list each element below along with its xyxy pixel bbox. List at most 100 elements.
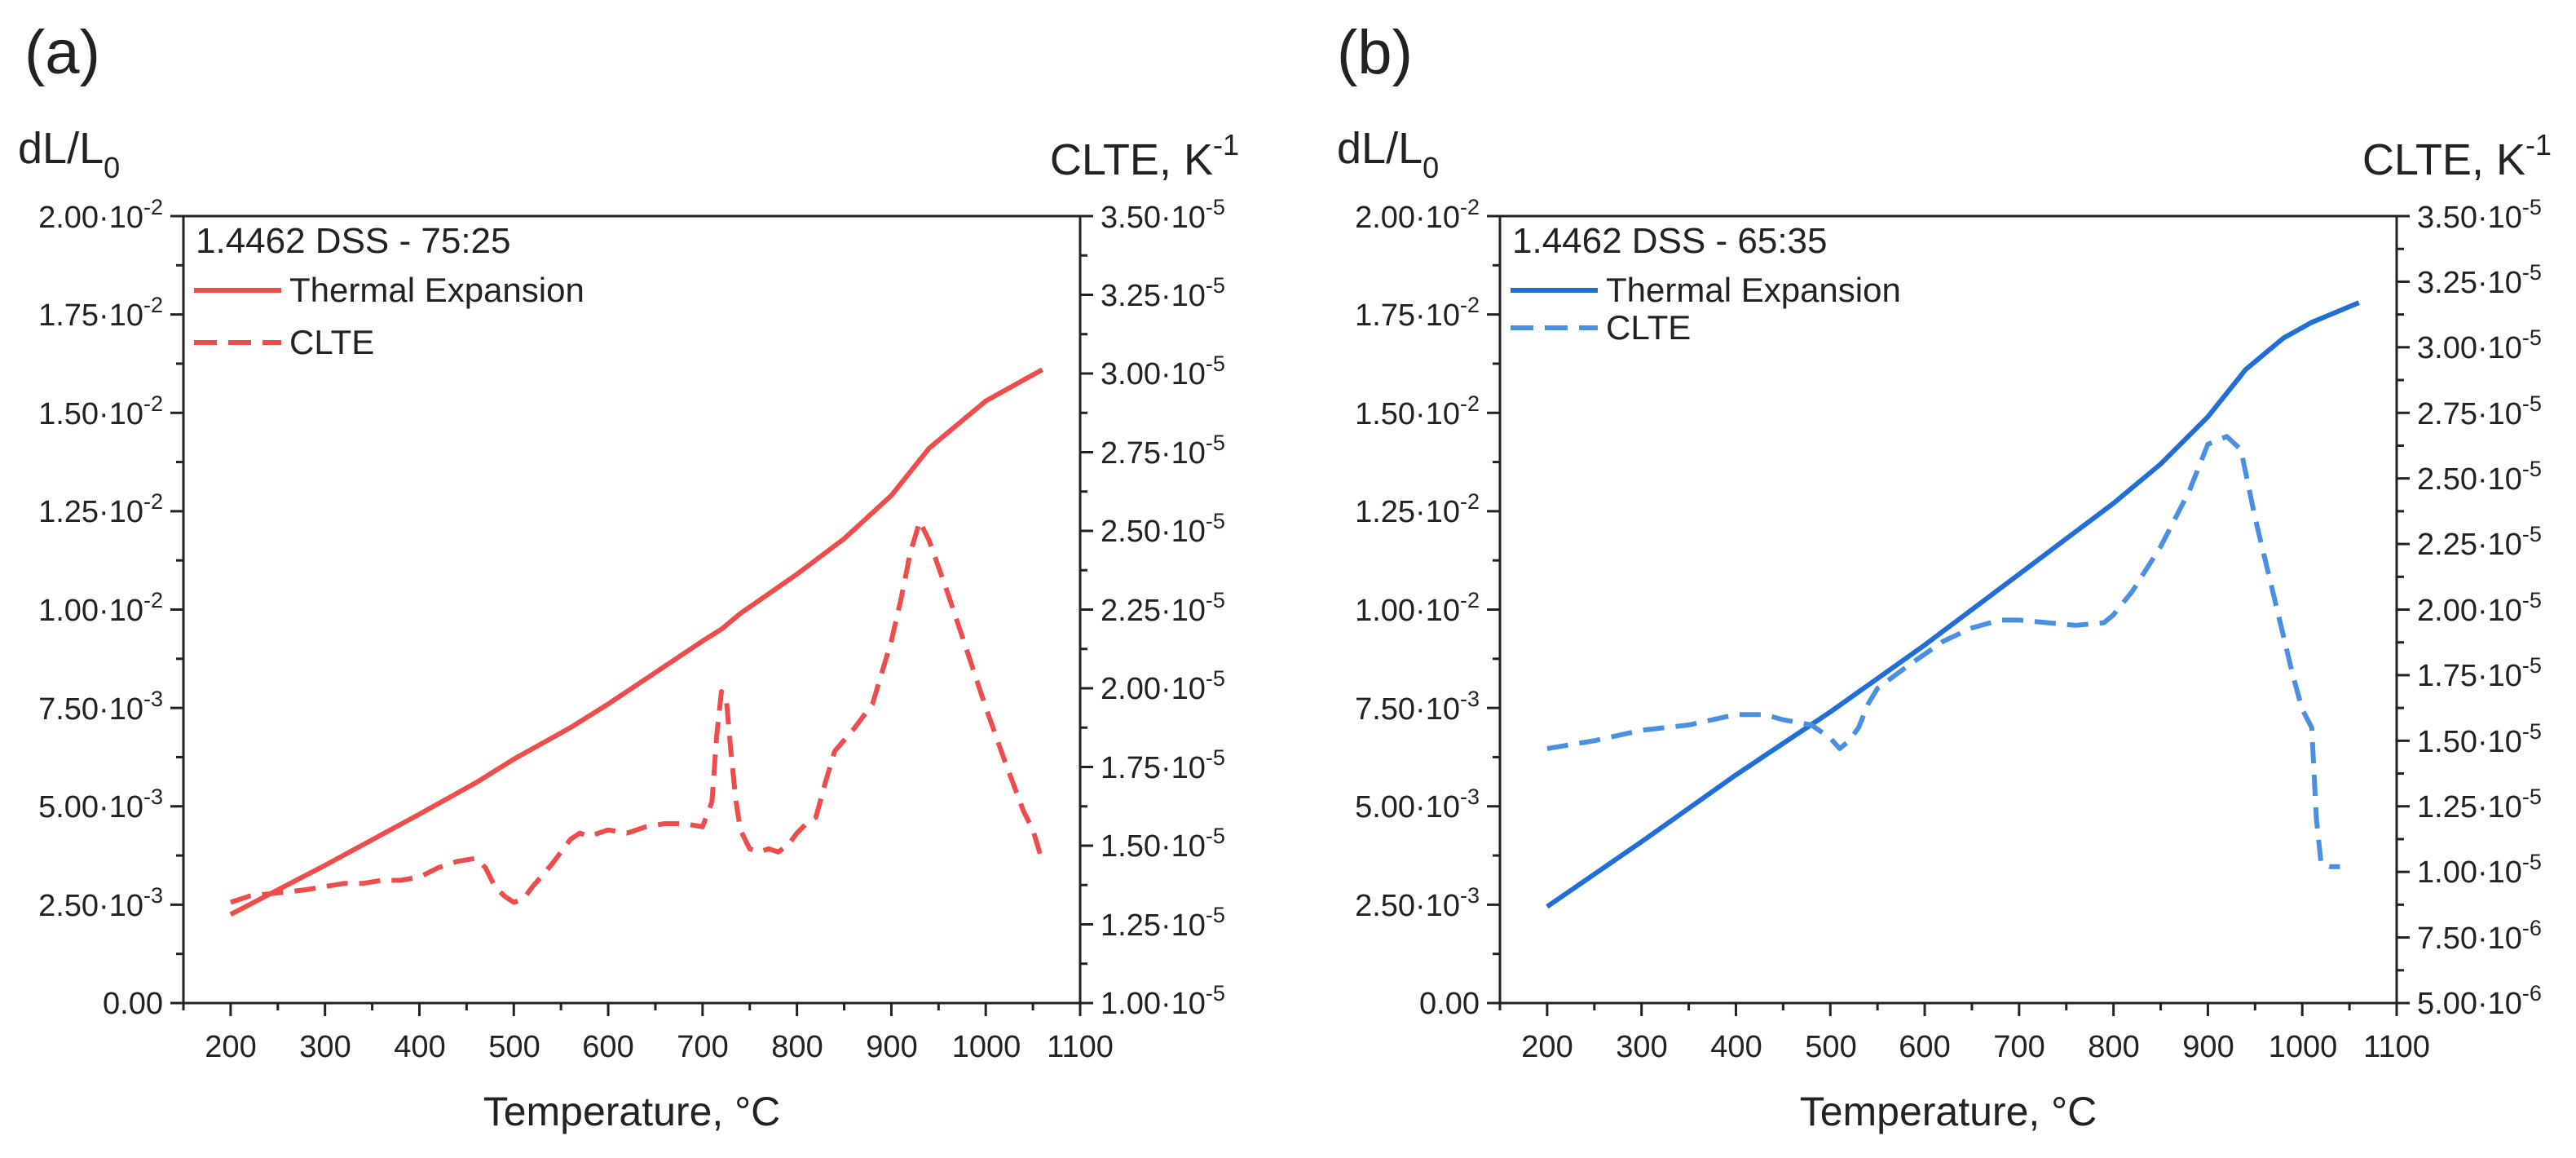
x-tick-label: 600 [582,1030,633,1064]
x-tick-label: 800 [771,1030,823,1064]
right-y-tick-label: 1.25·10-5 [1101,903,1225,943]
left-y-tick-label: 2.00·10-2 [38,195,163,235]
x-tick-label: 500 [1805,1030,1856,1064]
x-tick-label: 700 [1993,1030,2044,1064]
panel-b: (b) dL/L0 CLTE, K-1 200 300 400 500 600 … [1337,18,2552,1134]
right-y-tick-label: 3.00·10-5 [2417,325,2542,365]
left-y-tick-label: 2.50·10-3 [38,883,163,923]
right-y-tick-label: 1.00·10-5 [2417,850,2542,890]
tick-exponent: -5 [1206,431,1225,455]
tick-mantissa: 1.75·10 [38,298,143,333]
tick-mantissa: 1.00·10 [38,594,143,628]
tick-mantissa: 3.25·10 [2417,266,2522,300]
tick-exponent: -2 [143,391,163,416]
right-y-tick-label: 1.75·10-5 [2417,653,2542,693]
left-y-tick-label: 2.00·10-2 [1355,195,1480,235]
series-clte-line [1546,434,2340,869]
left-y-tick-label: 7.50·10-3 [38,687,163,727]
tick-exponent: -5 [1206,903,1225,927]
tick-exponent: -3 [1460,687,1480,711]
tick-exponent: -5 [2522,850,2542,874]
legend-label-thermal-expansion: Thermal Expansion [1606,271,1901,309]
tick-exponent: -5 [1206,588,1225,612]
left-axis-unit-subscript: 0 [104,151,120,184]
tick-exponent: -2 [1460,489,1480,514]
left-y-tick-label: 5.00·10-3 [38,785,163,824]
tick-mantissa: 7.50·10 [2417,922,2522,956]
tick-mantissa: 2.25·10 [2417,528,2522,562]
tick-exponent: -5 [1206,981,1225,1006]
series-thermal-expansion-line [1546,300,2360,909]
x-tick-label: 300 [299,1030,351,1064]
right-y-axis: 5.00·10-6 7.50·10-6 1.00·10-5 1.25·10-5 … [2397,195,2542,1021]
tick-exponent: -5 [2522,457,2542,481]
tick-exponent: -3 [1460,883,1480,908]
tick-mantissa: 0.00 [103,987,163,1021]
tick-exponent: -5 [1206,351,1225,376]
left-y-axis: 0.00 2.50·10-3 5.00·10-3 7.50·10-3 1.00·… [1355,195,1500,1021]
x-tick-label: 400 [394,1030,445,1064]
tick-mantissa: 7.50·10 [38,692,143,727]
left-y-tick-label: 1.50·10-2 [1355,391,1480,431]
tick-mantissa: 1.00·10 [2417,855,2522,890]
right-y-axis: 1.00·10-5 1.25·10-5 1.50·10-5 1.75·10-5 … [1080,195,1225,1021]
tick-mantissa: 3.25·10 [1101,279,1206,313]
tick-mantissa: 7.50·10 [1355,692,1460,727]
tick-exponent: -5 [1206,273,1225,298]
tick-mantissa: 1.50·10 [2417,725,2522,759]
x-tick-label: 200 [1521,1030,1573,1064]
x-tick-label: 1000 [2269,1030,2338,1064]
left-axis-unit-subscript: 0 [1423,151,1439,184]
x-tick-label: 400 [1710,1030,1762,1064]
tick-exponent: -3 [143,785,163,809]
tick-exponent: -2 [143,293,163,317]
tick-mantissa: 2.00·10 [1355,201,1460,235]
tick-mantissa: 1.75·10 [1355,298,1460,333]
legend: 1.4462 DSS - 75:25 Thermal Expansion CLT… [194,221,584,361]
tick-mantissa: 2.50·10 [38,889,143,923]
data-series [1546,300,2360,909]
tick-exponent: -5 [1206,745,1225,770]
tick-exponent: -5 [2522,522,2542,546]
sample-title: 1.4462 DSS - 65:35 [1512,221,1827,261]
right-y-tick-label: 2.75·10-5 [1101,431,1225,471]
right-y-tick-label: 2.00·10-5 [2417,588,2542,628]
tick-mantissa: 2.00·10 [1101,672,1206,706]
tick-mantissa: 3.50·10 [1101,201,1206,235]
tick-mantissa: 1.00·10 [1101,987,1206,1021]
x-tick-label: 200 [205,1030,256,1064]
tick-mantissa: 1.00·10 [1355,594,1460,628]
tick-mantissa: 3.00·10 [2417,331,2522,365]
tick-mantissa: 2.00·10 [2417,594,2522,628]
tick-mantissa: 5.00·10 [38,790,143,824]
right-y-tick-label: 2.00·10-5 [1101,666,1225,706]
right-y-tick-label: 5.00·10-6 [2417,981,2542,1021]
left-axis-unit-label: dL/L0 [1337,124,1439,184]
x-tick-label: 1000 [952,1030,1021,1064]
tick-mantissa: 5.00·10 [2417,987,2522,1021]
right-axis-unit-label: CLTE, K-1 [2362,128,2552,184]
tick-exponent: -5 [2522,391,2542,416]
tick-mantissa: 2.75·10 [1101,436,1206,471]
x-tick-label: 500 [488,1030,540,1064]
left-y-tick-label: 1.25·10-2 [38,489,163,529]
x-tick-label: 300 [1616,1030,1667,1064]
left-y-tick-label: 1.75·10-2 [38,293,163,333]
panel-label: (b) [1337,18,1413,87]
left-y-tick-label: 0.00 [1419,987,1480,1021]
right-y-tick-label: 1.75·10-5 [1101,745,1225,785]
left-axis-unit-label: dL/L0 [18,124,120,184]
right-y-tick-label: 3.00·10-5 [1101,351,1225,391]
right-y-tick-label: 2.25·10-5 [2417,522,2542,562]
tick-exponent: -5 [1206,195,1225,219]
tick-mantissa: 1.25·10 [38,495,143,529]
tick-exponent: -2 [1460,293,1480,317]
tick-mantissa: 1.75·10 [1101,751,1206,785]
tick-mantissa: 2.50·10 [2417,462,2522,497]
tick-mantissa: 3.50·10 [2417,201,2522,235]
tick-exponent: -5 [1206,666,1225,691]
data-series [229,367,1045,917]
right-y-tick-label: 3.50·10-5 [1101,195,1225,235]
right-y-tick-label: 2.50·10-5 [1101,509,1225,549]
